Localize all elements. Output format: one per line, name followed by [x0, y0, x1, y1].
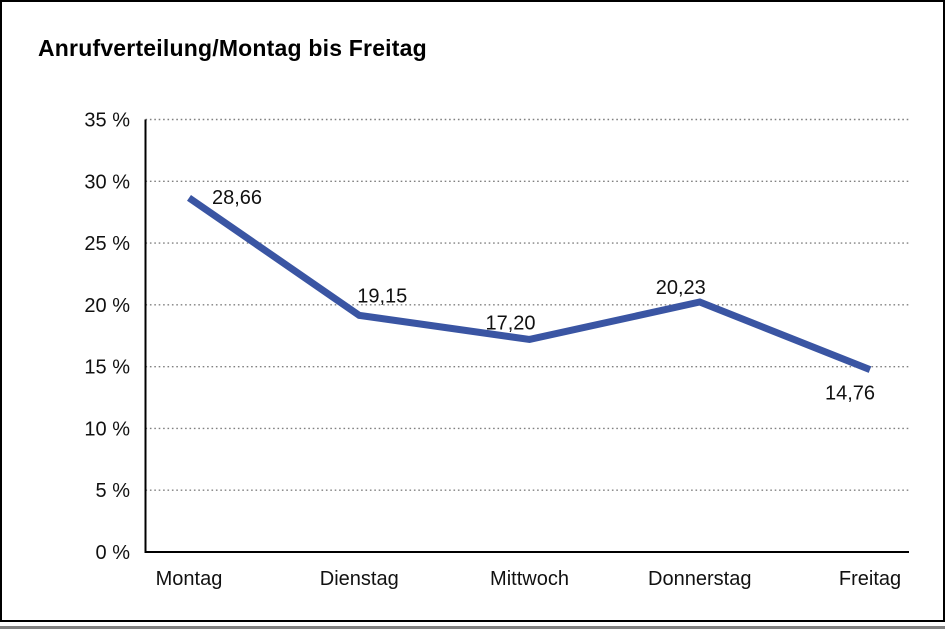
x-category-label: Dienstag — [320, 568, 399, 590]
value-label: 19,15 — [357, 285, 407, 307]
y-axis-labels: 35 % 30 % 25 % 20 % 15 % 10 % 5 % 0 % — [84, 110, 130, 565]
y-tick-label: 5 % — [96, 480, 131, 502]
x-category-label: Freitag — [839, 568, 901, 590]
y-tick-label: 30 % — [84, 171, 130, 193]
y-tick-label: 20 % — [84, 295, 130, 317]
x-category-label: Donnerstag — [648, 568, 751, 590]
chart-title: Anrufverteilung/Montag bis Freitag — [38, 35, 427, 61]
value-label: 28,66 — [212, 187, 262, 209]
y-tick-label: 0 % — [96, 542, 131, 564]
value-label: 14,76 — [825, 383, 875, 405]
gridlines — [145, 118, 909, 491]
axis-lines — [144, 119, 909, 553]
y-tick-label: 25 % — [84, 233, 130, 255]
y-tick-label: 10 % — [84, 418, 130, 440]
value-label: 20,23 — [656, 277, 706, 299]
x-category-label: Mittwoch — [490, 568, 569, 590]
value-labels: 28,66 19,15 17,20 20,23 14,76 — [212, 187, 875, 405]
y-tick-label: 15 % — [84, 357, 130, 379]
bottom-edge-bar — [0, 626, 945, 629]
value-label: 17,20 — [486, 312, 536, 334]
x-category-label: Montag — [156, 568, 223, 590]
y-tick-label: 35 % — [84, 110, 130, 132]
series-line — [187, 194, 872, 373]
x-axis-labels: Montag Dienstag Mittwoch Donnerstag Freitag — [156, 568, 901, 590]
